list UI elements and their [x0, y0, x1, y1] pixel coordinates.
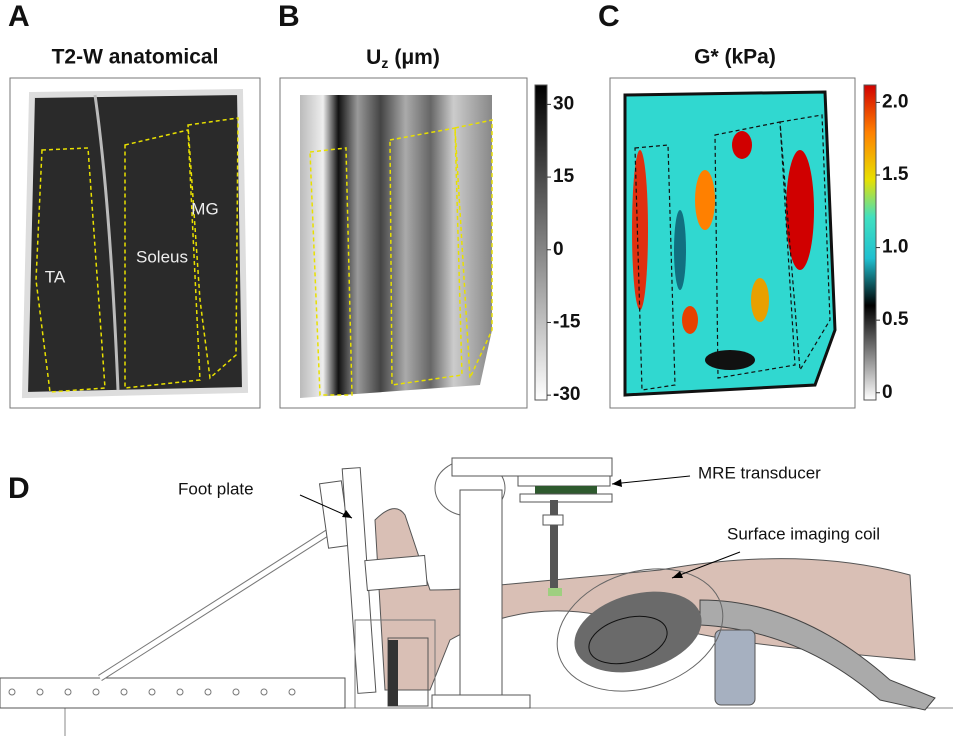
displacement-image: [300, 95, 492, 398]
muscle-label: Soleus: [136, 247, 188, 266]
colorbar-tick-label: 1.0: [882, 237, 908, 258]
muscle-label: TA: [45, 267, 66, 286]
colorbar-tick-label: 1.5: [882, 164, 909, 185]
colorbar-tick-label: 0.5: [882, 309, 909, 330]
panel-letter: D: [8, 472, 30, 505]
diagram-label: Surface imaging coil: [727, 524, 880, 543]
roi-outline: [187, 117, 239, 380]
apparatus-diagram: [0, 457, 953, 736]
panel-title: T2-W anatomical: [52, 46, 219, 69]
colorbar: [534, 84, 548, 401]
roi-outline: [309, 147, 353, 396]
panel-letter: A: [8, 0, 30, 33]
mri-image: [21, 88, 249, 399]
panel-title: G* (kPa): [694, 46, 776, 69]
colorbar-tick-label: -30: [553, 384, 580, 405]
mri-feature: [93, 94, 120, 391]
title-symbol: U: [366, 46, 381, 69]
colorbar-tick-label: 0: [553, 239, 564, 260]
colorbar-tick-label: 30: [553, 93, 574, 114]
diagram-label: Foot plate: [178, 479, 254, 498]
panel-letter: C: [598, 0, 620, 33]
colorbar-tick-label: 2.0: [882, 91, 908, 112]
colorbar-tick-label: 15: [553, 166, 575, 187]
muscle-label: MG: [191, 199, 218, 218]
colorbar: [863, 84, 877, 401]
roi-outline: [35, 147, 106, 393]
roi-outline: [634, 144, 676, 391]
colorbar-tick-label: -15: [553, 311, 581, 332]
roi-outline: [714, 121, 796, 379]
colorbar-tick-label: 0: [882, 382, 893, 403]
roi-outline: [779, 114, 831, 372]
panel-title: Uz (μm): [366, 46, 440, 71]
roi-outline: [124, 129, 201, 389]
roi-outline: [454, 119, 493, 379]
diagram-label: MRE transducer: [698, 463, 821, 482]
title-unit: (μm): [394, 46, 440, 69]
panel-letter: B: [278, 0, 300, 33]
title-subscript: z: [381, 55, 388, 71]
roi-outline: [389, 127, 463, 386]
